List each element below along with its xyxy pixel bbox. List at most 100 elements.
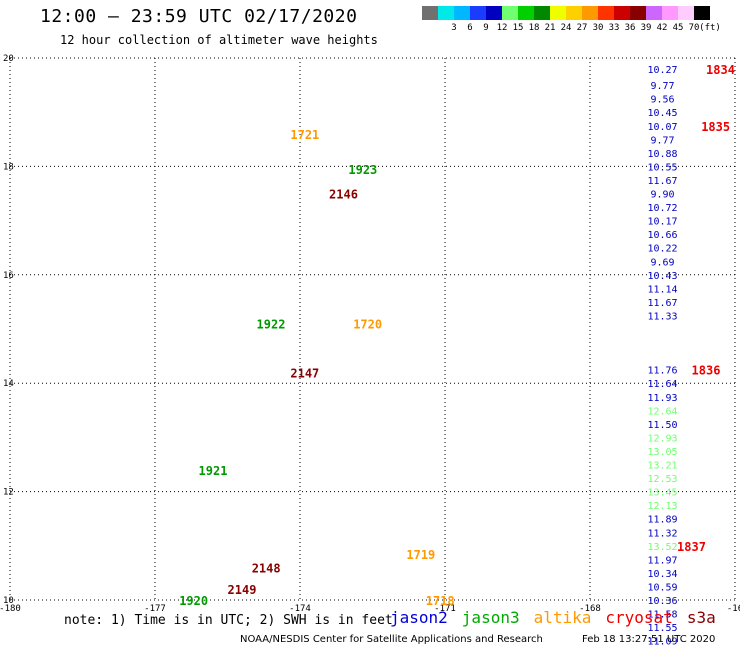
wave-height-value: 10.36	[647, 596, 677, 607]
wave-height-value: 12.93	[647, 433, 677, 444]
grid-layer	[9, 57, 736, 601]
pass-time-label: 1921	[199, 464, 228, 478]
wave-height-value: 11.93	[647, 393, 677, 404]
points-layer: 10.27 9.77 9.56 10.45 10.07 9.77 10.88 10.55 11.…	[647, 65, 677, 648]
x-tick-label: -180	[0, 604, 21, 614]
scale-label: 33	[608, 23, 620, 33]
x-tick-label: -16	[727, 604, 740, 614]
x-tick-label: -174	[289, 604, 311, 614]
scale-label: 18	[528, 23, 540, 33]
wave-height-value: 13.45	[647, 488, 677, 499]
scale-swatch	[454, 6, 470, 20]
page-title: 12:00 – 23:59 UTC 02/17/2020	[40, 6, 358, 27]
wave-height-value: 11.33	[647, 311, 677, 322]
pass-time-label: 2146	[329, 188, 358, 202]
scale-label: 30	[592, 23, 604, 33]
pass-time-label: 1834	[706, 63, 735, 77]
wave-height-value: 11.14	[647, 284, 677, 295]
scale-swatch	[518, 6, 534, 20]
scale-swatch	[534, 6, 550, 20]
pass-time-label: 1720	[353, 318, 382, 332]
satellite-legend: jason2 jason3 altika cryosat s3a	[390, 608, 730, 627]
wave-height-value: 13.52	[647, 542, 677, 553]
wave-height-value: 11.55	[647, 623, 677, 634]
wave-height-value: 11.09	[647, 637, 677, 648]
wave-height-value: 9.90	[650, 190, 674, 201]
scale-swatch	[486, 6, 502, 20]
wave-height-value: 13.21	[647, 461, 677, 472]
wave-height-value: 11.58	[647, 610, 677, 621]
wave-height-value: 11.32	[647, 528, 677, 539]
y-tick-label: 10	[3, 596, 14, 606]
x-tick-label: -177	[144, 604, 166, 614]
scale-swatch	[678, 6, 694, 20]
scale-swatch	[694, 6, 710, 20]
scale-label: 21	[544, 23, 556, 33]
wave-height-value: 11.67	[647, 298, 677, 309]
axis-layer: -180 -177 -174 -171 -168 -16 10 12 14 16 18 20	[0, 54, 740, 614]
scale-swatch	[502, 6, 518, 20]
wave-height-value: 10.43	[647, 271, 677, 282]
scale-unit: (ft)	[699, 23, 721, 33]
wave-height-value: 10.59	[647, 582, 677, 593]
y-tick-label: 16	[3, 271, 14, 281]
pass-time-label: 1922	[257, 318, 286, 332]
wave-height-value: 11.76	[647, 366, 677, 377]
wave-height-value: 10.88	[647, 149, 677, 160]
scale-label: 27	[576, 23, 588, 33]
satellite-legend-entry: cryosat	[605, 608, 673, 627]
scale-swatch	[582, 6, 598, 20]
scale-label: 36	[624, 23, 636, 33]
pass-time-label: 1923	[348, 163, 377, 177]
pass-time-label: 1721	[290, 128, 319, 142]
wave-height-value: 10.27	[647, 65, 677, 76]
x-tick-label: -171	[434, 604, 456, 614]
wave-height-value: 10.45	[647, 108, 677, 119]
wave-height-value: 10.07	[647, 122, 677, 133]
scale-swatch	[566, 6, 582, 20]
wave-height-value: 10.22	[647, 244, 677, 255]
scale-label: 39	[640, 23, 652, 33]
scale-swatch	[470, 6, 486, 20]
y-tick-label: 12	[3, 488, 14, 498]
scale-swatch	[598, 6, 614, 20]
scale-swatch	[662, 6, 678, 20]
x-tick-label: -168	[579, 604, 601, 614]
satellite-legend-entry: s3a	[686, 608, 716, 627]
wave-height-value: 11.50	[647, 420, 677, 431]
wave-height-value: 9.56	[650, 95, 674, 106]
scale-label: 9	[483, 23, 489, 33]
wave-height-value: 11.67	[647, 176, 677, 187]
y-tick-label: 20	[3, 54, 14, 64]
y-tick-label: 14	[3, 379, 14, 389]
wave-height-value: 12.64	[647, 406, 677, 417]
wave-height-value: 10.17	[647, 217, 677, 228]
pass-time-label: 2149	[228, 583, 257, 597]
satellite-legend-entry: jason2	[390, 608, 448, 627]
satellite-legend-entry: altika	[533, 608, 592, 627]
scale-label: 45	[672, 23, 684, 33]
scale-swatch	[422, 6, 438, 20]
wave-height-value: 9.77	[650, 81, 674, 92]
pass-time-label: 1718	[426, 594, 455, 608]
timestamp: Feb 18 13:27:51 UTC 2020	[582, 634, 716, 645]
scale-label: 70	[688, 23, 700, 33]
wave-height-value: 10.66	[647, 230, 677, 241]
scale-label: 24	[560, 23, 572, 33]
footer-note: note: 1) Time is in UTC; 2) SWH is in fe…	[64, 613, 393, 628]
wave-height-value: 12.13	[647, 501, 677, 512]
scale-swatch	[646, 6, 662, 20]
pass-time-label: 1719	[406, 548, 435, 562]
wave-height-value: 13.05	[647, 447, 677, 458]
wave-height-value: 10.34	[647, 569, 677, 580]
wave-height-value: 10.55	[647, 162, 677, 173]
wave-height-value: 9.77	[650, 135, 674, 146]
pass-time-label: 1836	[692, 364, 721, 378]
wave-height-value: 11.64	[647, 379, 677, 390]
scale-swatch	[630, 6, 646, 20]
pass-time-label: 1837	[677, 540, 706, 554]
satellite-legend-entry: jason3	[461, 608, 520, 627]
scale-swatch	[438, 6, 454, 20]
y-tick-label: 18	[3, 162, 14, 172]
